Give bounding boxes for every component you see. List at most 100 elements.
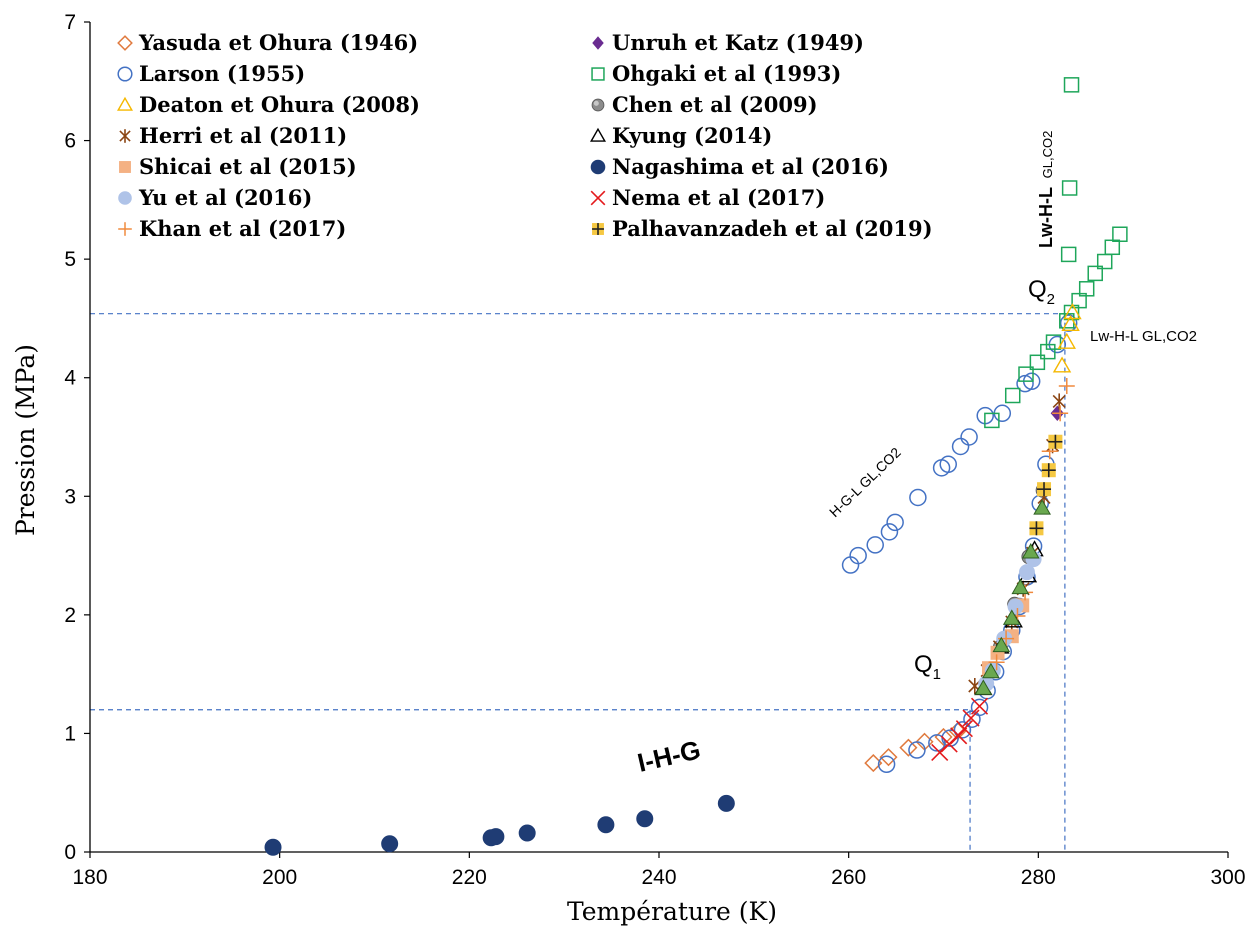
x-tick-label: 280 (1021, 866, 1056, 889)
data-point (1045, 334, 1062, 350)
legend-marker (118, 222, 132, 236)
data-point (1052, 405, 1069, 422)
reference-lines (90, 313, 1066, 852)
y-tick-label: 6 (64, 130, 76, 153)
data-point (1087, 265, 1103, 282)
data-point (636, 810, 654, 828)
data-point (518, 824, 536, 842)
data-point (974, 679, 993, 695)
q1-main: Q (914, 651, 933, 678)
legend-marker (592, 36, 604, 50)
x-tick-label: 220 (452, 866, 487, 889)
legend-marker (590, 190, 606, 206)
data-point (1011, 578, 1030, 595)
lwhl-vertical-sub: GL,CO2 (1040, 131, 1055, 179)
data-point (962, 709, 980, 727)
series-2 (841, 314, 1078, 774)
data-point (1058, 378, 1075, 395)
data-point (1061, 314, 1080, 332)
data-point (1057, 332, 1076, 349)
data-point (866, 536, 884, 554)
data-point (1063, 303, 1082, 320)
data-point (984, 412, 1000, 429)
y-tick-label: 1 (64, 722, 76, 745)
series-4 (1052, 303, 1082, 373)
legend: Yasuda et Ohura (1946) Unruh et Katz (194… (116, 30, 933, 241)
data-point (877, 755, 896, 774)
data-point (264, 838, 282, 856)
data-point (849, 546, 867, 565)
x-tick-label: 260 (831, 866, 866, 889)
data-point (928, 734, 946, 752)
x-axis-title: Température (K) (567, 897, 777, 926)
data-point (950, 727, 968, 745)
lwhl-curve-label: Lw-H-L GL,CO2 (1090, 328, 1197, 345)
y-tick-label: 7 (64, 11, 76, 34)
data-point (1021, 543, 1040, 559)
data-point (880, 523, 899, 541)
data-point (1059, 314, 1078, 332)
ihg-region-label: I-H-G (635, 734, 704, 778)
data-point (953, 721, 972, 739)
x-tick-label: 240 (641, 866, 676, 889)
series-13 (1029, 434, 1063, 536)
legend-label: Herri et al (2011) (139, 123, 347, 148)
legend-label: Khan et al (2017) (139, 216, 346, 241)
data-point (899, 738, 918, 757)
data-point (1112, 226, 1128, 242)
legend-label: Chen et al (2009) (612, 92, 818, 117)
y-axis-title: Pression (MPa) (11, 344, 40, 536)
q1-label: Q1 (914, 651, 941, 683)
data-point (1060, 246, 1077, 263)
legend-label: Ohgaki et al (1993) (612, 61, 841, 86)
data-point (1029, 354, 1046, 371)
data-point (879, 748, 898, 767)
data-point (1052, 356, 1072, 373)
svg-text:Lw-H-L GL,CO2: Lw-H-L GL,CO2 (1036, 131, 1056, 248)
legend-marker (591, 98, 605, 112)
data-point (487, 828, 505, 846)
legend-label: Nagashima et al (2016) (612, 154, 889, 179)
data-point (940, 735, 958, 753)
legend-label: Palhavanzadeh et al (2019) (612, 216, 933, 241)
x-tick-label: 180 (72, 866, 107, 889)
legend-marker (116, 96, 134, 111)
y-tick-label: 2 (64, 604, 76, 627)
data-point (1104, 239, 1121, 256)
data-point (1063, 77, 1080, 93)
legend-marker (591, 67, 605, 81)
legend-marker (589, 127, 607, 142)
legend-label: Nema et al (2017) (612, 185, 825, 210)
lwhl-vertical-main: Lw-H-L (1036, 187, 1056, 248)
data-point (908, 741, 926, 759)
legend-marker (119, 161, 131, 173)
y-tick-label: 5 (64, 248, 76, 271)
legend-label: Shicai et al (2015) (139, 154, 357, 179)
tick-labels: 180 200 220 240 260 280 300 0 1 2 3 4 5 6 7 (64, 11, 1245, 889)
data-point (1002, 609, 1021, 625)
data-point (1018, 564, 1035, 581)
data-point (951, 437, 970, 456)
data-point (1048, 434, 1063, 449)
data-point (1018, 366, 1034, 382)
data-point (1078, 281, 1095, 297)
series-9 (264, 794, 735, 856)
data-point (717, 794, 735, 812)
data-point (1007, 598, 1024, 615)
data-point (939, 455, 957, 474)
data-point (909, 488, 927, 507)
data-point (1029, 521, 1044, 536)
legend-marker (117, 35, 133, 51)
data-point (1041, 463, 1056, 478)
q2-sub: 2 (1047, 291, 1055, 308)
data-point (1040, 343, 1056, 360)
data-point (970, 697, 989, 715)
legend-label: Yu et al (2016) (138, 185, 312, 210)
data-point (1061, 180, 1078, 196)
y-tick-label: 3 (64, 485, 76, 508)
series-14 (974, 499, 1051, 695)
data-point (955, 720, 973, 738)
data-point (988, 654, 1005, 671)
data-points (264, 77, 1128, 856)
legend-marker (590, 159, 606, 175)
